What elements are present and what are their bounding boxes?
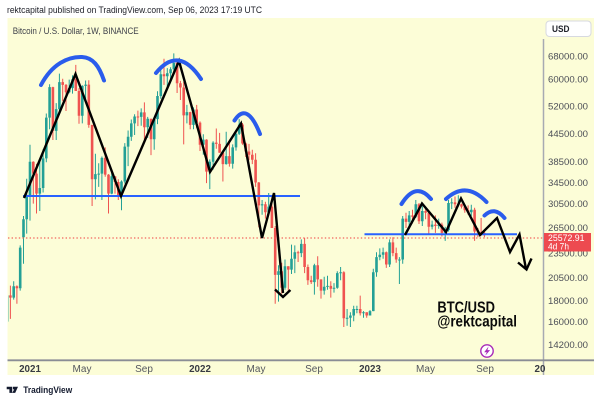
- svg-text:23500.00: 23500.00: [548, 248, 588, 259]
- svg-text:Sep: Sep: [135, 364, 153, 375]
- svg-text:Bitcoin / U.S. Dollar, 1W, BIN: Bitcoin / U.S. Dollar, 1W, BINANCE: [13, 26, 139, 37]
- svg-text:4d 7h: 4d 7h: [548, 242, 569, 252]
- svg-text:30500.00: 30500.00: [548, 199, 588, 210]
- svg-text:Sep: Sep: [305, 364, 323, 375]
- svg-text:USD: USD: [552, 24, 570, 35]
- svg-text:20500.00: 20500.00: [548, 273, 588, 284]
- svg-text:44500.00: 44500.00: [548, 129, 588, 140]
- svg-text:2022: 2022: [189, 364, 211, 375]
- svg-text:2021: 2021: [19, 364, 41, 375]
- svg-text:52000.00: 52000.00: [548, 101, 588, 112]
- svg-text:May: May: [416, 364, 435, 375]
- svg-text:2023: 2023: [359, 364, 381, 375]
- svg-text:rektcapital published on Tradi: rektcapital published on TradingView.com…: [7, 4, 262, 15]
- svg-text:26500.00: 26500.00: [548, 223, 588, 234]
- svg-text:TradingView: TradingView: [23, 385, 73, 395]
- svg-text:38500.00: 38500.00: [548, 157, 588, 168]
- svg-text:BTC/USD: BTC/USD: [437, 300, 495, 317]
- svg-text:14200.00: 14200.00: [548, 340, 588, 351]
- svg-text:@rektcapital: @rektcapital: [437, 314, 517, 331]
- svg-text:May: May: [73, 364, 92, 375]
- svg-text:25572.91: 25572.91: [548, 233, 585, 243]
- svg-text:Sep: Sep: [476, 364, 494, 375]
- svg-text:68000.00: 68000.00: [548, 51, 588, 62]
- svg-text:18000.00: 18000.00: [548, 296, 588, 307]
- svg-text:20: 20: [535, 364, 546, 375]
- svg-text:16000.00: 16000.00: [548, 317, 588, 328]
- svg-text:60000.00: 60000.00: [548, 74, 588, 85]
- svg-text:34500.00: 34500.00: [548, 178, 588, 189]
- svg-text:May: May: [247, 364, 266, 375]
